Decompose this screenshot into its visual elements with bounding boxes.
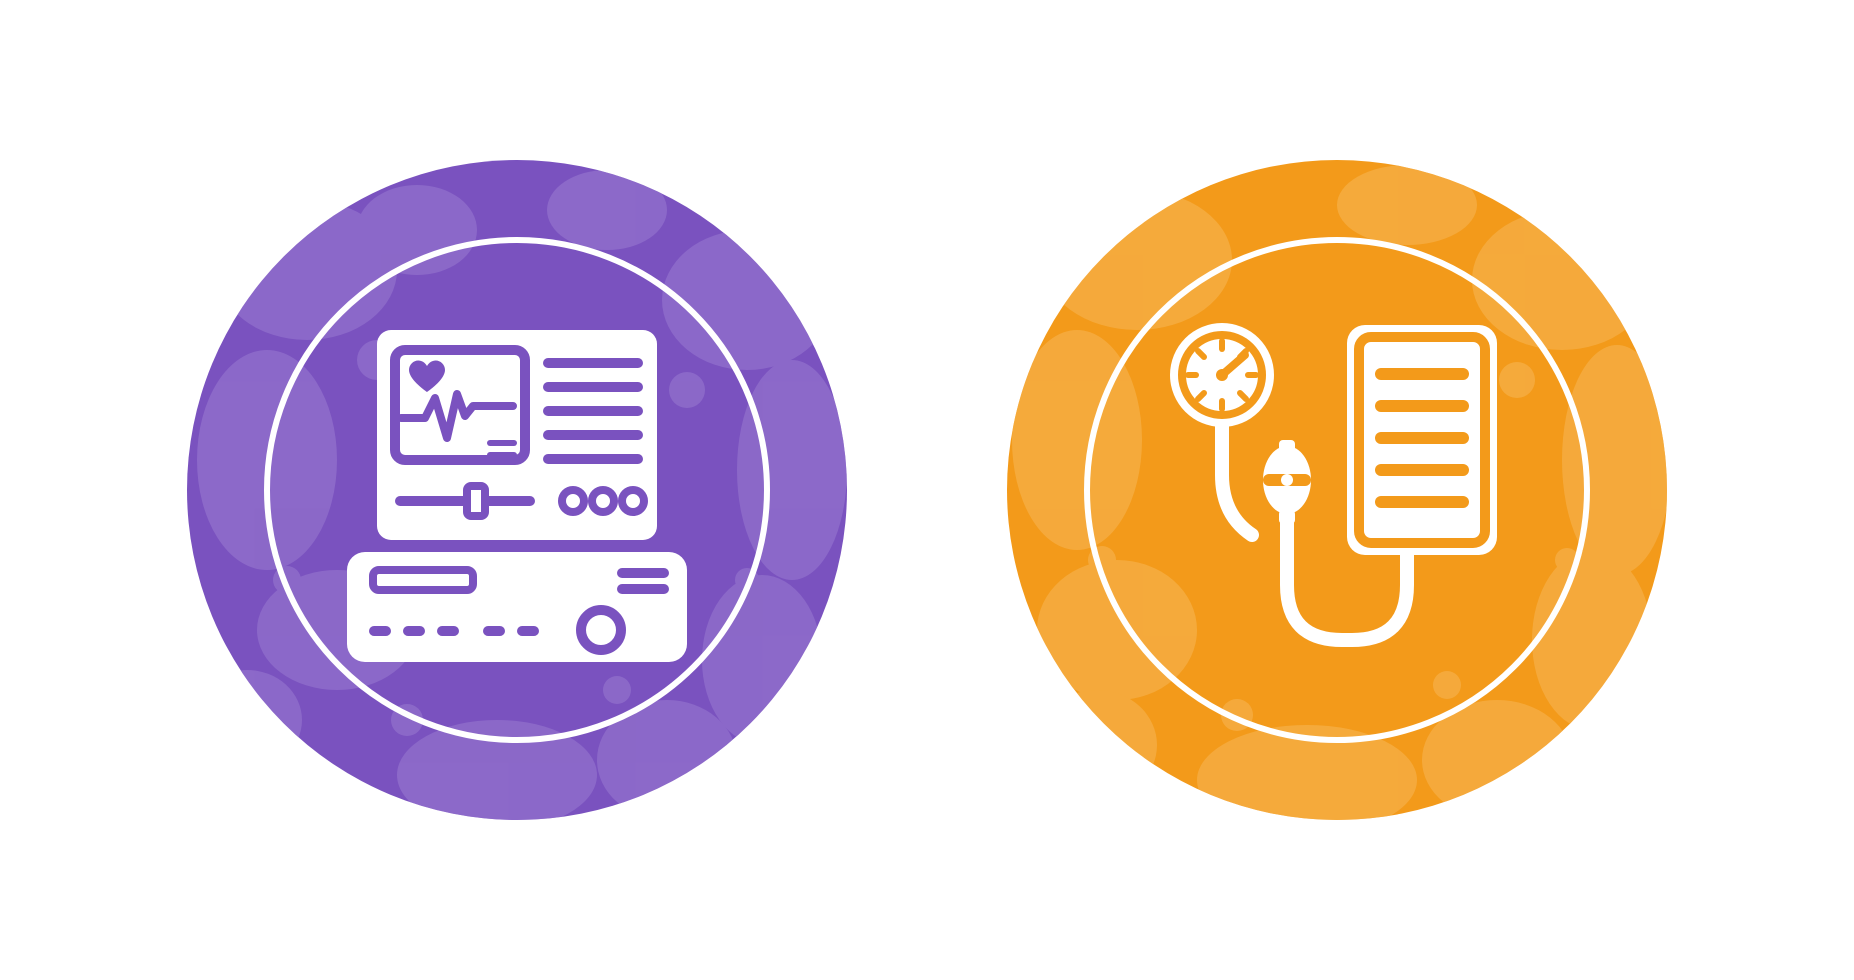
ecg-monitor-icon <box>187 160 847 820</box>
icon-pair-stage <box>0 0 1854 980</box>
blood-pressure-badge <box>1007 160 1667 820</box>
ecg-monitor-badge <box>187 160 847 820</box>
blood-pressure-icon <box>1007 160 1667 820</box>
ecg-device <box>347 330 687 662</box>
